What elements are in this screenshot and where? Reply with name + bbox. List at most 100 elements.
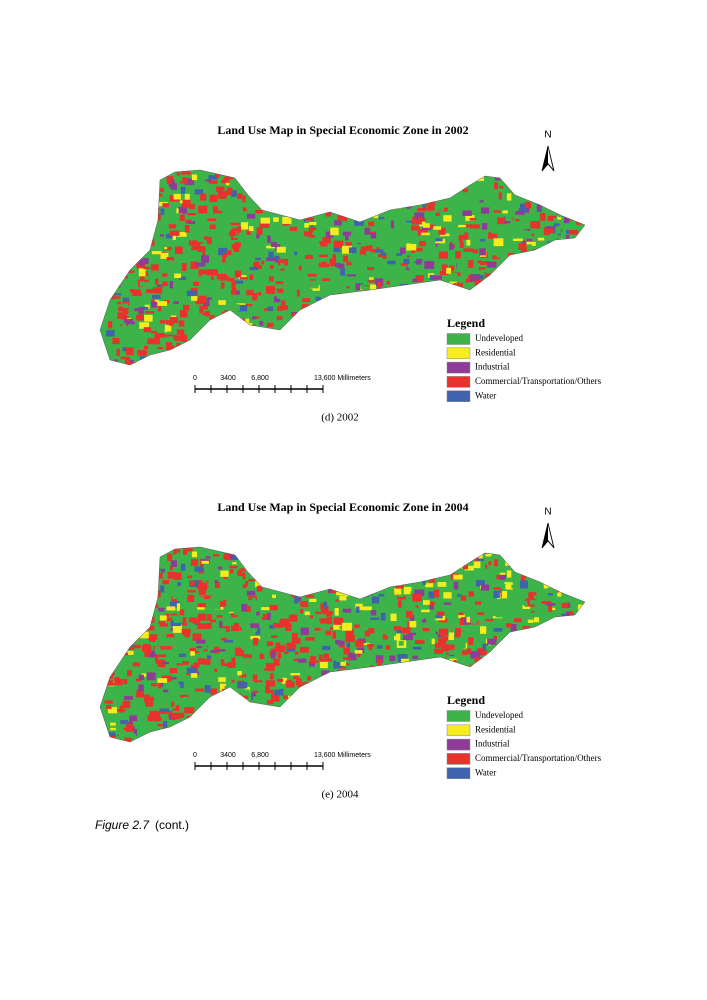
land-patch: [214, 582, 220, 589]
land-patch: [428, 648, 432, 657]
land-patch: [150, 264, 159, 271]
land-patch: [505, 623, 512, 628]
land-patch: [430, 663, 434, 671]
land-patch: [495, 282, 503, 291]
land-patch: [129, 218, 140, 225]
land-patch: [101, 577, 109, 583]
land-patch: [531, 657, 540, 665]
land-patch: [198, 582, 208, 591]
land-patch: [176, 329, 185, 336]
land-patch: [349, 707, 357, 714]
land-patch: [216, 222, 224, 225]
land-patch: [301, 692, 305, 698]
land-patch: [501, 583, 506, 591]
land-patch: [304, 187, 311, 191]
land-patch: [114, 198, 121, 207]
land-patch: [270, 651, 276, 659]
land-patch: [312, 204, 322, 212]
land-patch: [143, 589, 150, 596]
land-patch: [106, 330, 115, 337]
land-patch: [239, 710, 246, 714]
land-patch: [277, 264, 282, 272]
land-patch: [322, 581, 332, 585]
land-patch: [353, 726, 361, 734]
land-patch: [337, 640, 345, 646]
land-patch: [554, 344, 562, 349]
land-patch: [157, 678, 168, 683]
land-patch: [348, 308, 357, 315]
land-patch: [281, 621, 288, 628]
land-patch: [181, 203, 190, 208]
land-patch: [134, 254, 139, 261]
land-patch: [560, 298, 566, 303]
land-patch: [277, 652, 282, 659]
land-patch: [490, 675, 498, 680]
land-patch: [268, 251, 274, 259]
land-patch: [347, 608, 358, 613]
land-patch: [261, 563, 267, 571]
land-patch: [110, 194, 121, 198]
land-patch: [143, 598, 154, 601]
land-patch: [154, 360, 159, 365]
land-patch: [342, 608, 352, 613]
land-patch: [255, 209, 263, 214]
land-patch: [540, 348, 550, 352]
land-patch: [425, 338, 430, 343]
land-patch: [300, 283, 307, 287]
land-patch: [172, 708, 178, 711]
land-patch: [408, 568, 413, 571]
land-patch: [509, 689, 514, 696]
land-patch: [281, 736, 287, 742]
land-patch: [126, 739, 132, 742]
land-patch: [280, 618, 290, 625]
land-patch: [105, 625, 114, 632]
land-patch: [125, 559, 130, 568]
land-patch: [554, 623, 559, 631]
land-patch: [360, 341, 370, 346]
land-patch: [142, 183, 149, 189]
land-patch: [232, 318, 242, 322]
land-patch: [334, 607, 339, 616]
land-patch: [159, 615, 167, 621]
land-patch: [580, 680, 585, 684]
land-patch: [387, 260, 396, 265]
land-patch: [202, 658, 211, 665]
land-patch: [212, 554, 220, 557]
land-patch: [567, 215, 575, 219]
land-patch: [481, 547, 487, 554]
land-patch: [367, 280, 377, 283]
land-patch: [424, 727, 432, 733]
land-patch: [148, 588, 159, 594]
land-patch: [256, 178, 262, 187]
land-patch: [339, 735, 349, 741]
land-patch: [386, 321, 392, 325]
land-patch: [234, 647, 242, 655]
land-patch: [201, 255, 210, 263]
land-patch: [361, 550, 366, 559]
land-patch: [301, 728, 312, 737]
land-patch: [530, 364, 534, 365]
land-patch: [297, 741, 308, 742]
land-patch: [337, 334, 347, 343]
land-patch: [112, 609, 122, 617]
land-patch: [103, 661, 108, 670]
land-patch: [266, 641, 274, 646]
land-patch: [154, 299, 160, 303]
land-patch: [548, 172, 553, 179]
land-patch: [222, 616, 232, 621]
land-patch: [225, 733, 234, 737]
land-patch: [355, 283, 364, 291]
land-patch: [304, 685, 309, 692]
land-patch: [193, 358, 200, 365]
land-patch: [519, 352, 529, 358]
land-patch: [118, 652, 129, 656]
land-patch: [445, 299, 450, 303]
land-patch: [116, 646, 124, 651]
land-patch: [437, 203, 444, 211]
land-patch: [274, 741, 284, 742]
land-patch: [571, 278, 577, 285]
land-patch: [164, 247, 168, 250]
land-patch: [580, 322, 585, 326]
land-patch: [222, 252, 227, 258]
land-patch: [490, 206, 495, 215]
